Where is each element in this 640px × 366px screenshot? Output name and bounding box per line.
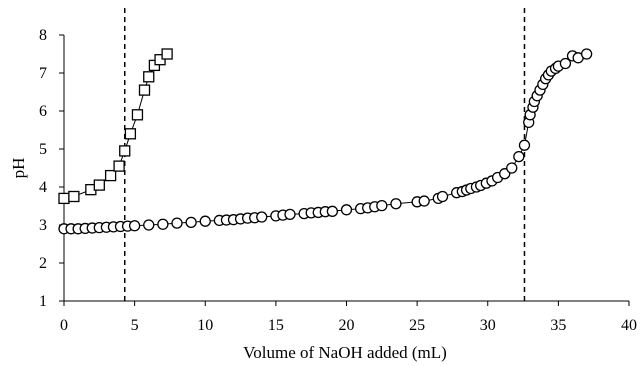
x-tick-label: 10 xyxy=(197,317,213,334)
circle-data-point xyxy=(418,195,430,207)
circle-data-point xyxy=(128,220,141,232)
circle-data-point xyxy=(199,215,211,227)
circle-data-point xyxy=(513,150,525,163)
circle-data-point xyxy=(340,204,353,216)
square-data-point xyxy=(154,54,166,66)
plot-area: 0 5 10 15 20 25 30 35 40 1 2 3 4 5 6 7 8 xyxy=(39,8,637,334)
circle-data-point xyxy=(376,199,388,212)
x-tick-label: 20 xyxy=(339,317,355,334)
y-tick-label: 4 xyxy=(39,179,47,196)
circle-data-point xyxy=(326,205,339,217)
square-data-point xyxy=(113,160,125,172)
y-tick-label: 7 xyxy=(39,65,47,82)
y-tick-label: 1 xyxy=(39,293,47,310)
square-data-point xyxy=(143,71,155,83)
circle-data-point xyxy=(185,216,197,228)
square-data-point xyxy=(68,190,80,203)
x-tick-label: 25 xyxy=(409,317,425,334)
x-axis-title: Volume of NaOH added (mL) xyxy=(243,343,447,362)
circle-data-point xyxy=(506,162,518,174)
circle-data-point xyxy=(157,218,169,230)
square-data-point xyxy=(119,145,131,157)
square-data-point xyxy=(148,59,161,72)
circle-data-point xyxy=(518,139,531,151)
x-tick-label: 35 xyxy=(550,317,566,334)
square-data-point xyxy=(58,192,70,205)
y-tick-label: 3 xyxy=(39,217,47,234)
x-tick-label: 5 xyxy=(131,317,139,334)
circle-data-point xyxy=(580,48,593,60)
y-tick-label: 5 xyxy=(39,141,47,158)
square-data-point xyxy=(104,169,117,182)
circle-series-line xyxy=(64,53,587,230)
square-data-point xyxy=(138,84,151,96)
y-tick-label: 6 xyxy=(39,103,47,120)
circle-data-point xyxy=(559,57,572,70)
circle-data-point xyxy=(256,211,268,223)
y-axis-title: pH xyxy=(9,158,28,179)
square-data-point xyxy=(93,179,105,191)
circle-data-point xyxy=(390,198,402,210)
x-tick-label: 0 xyxy=(60,317,68,334)
square-data-point xyxy=(161,48,173,60)
x-tick-label: 40 xyxy=(621,317,637,334)
circle-data-point xyxy=(284,208,296,221)
x-tick-label: 15 xyxy=(268,317,284,334)
circle-data-point xyxy=(143,219,155,231)
y-tick-label: 2 xyxy=(39,255,47,272)
circle-data-point xyxy=(436,190,449,203)
x-tick-label: 30 xyxy=(480,317,496,334)
square-data-point xyxy=(124,128,137,140)
square-data-point xyxy=(131,109,144,121)
circle-data-point xyxy=(171,217,183,229)
y-tick-label: 8 xyxy=(39,27,47,44)
